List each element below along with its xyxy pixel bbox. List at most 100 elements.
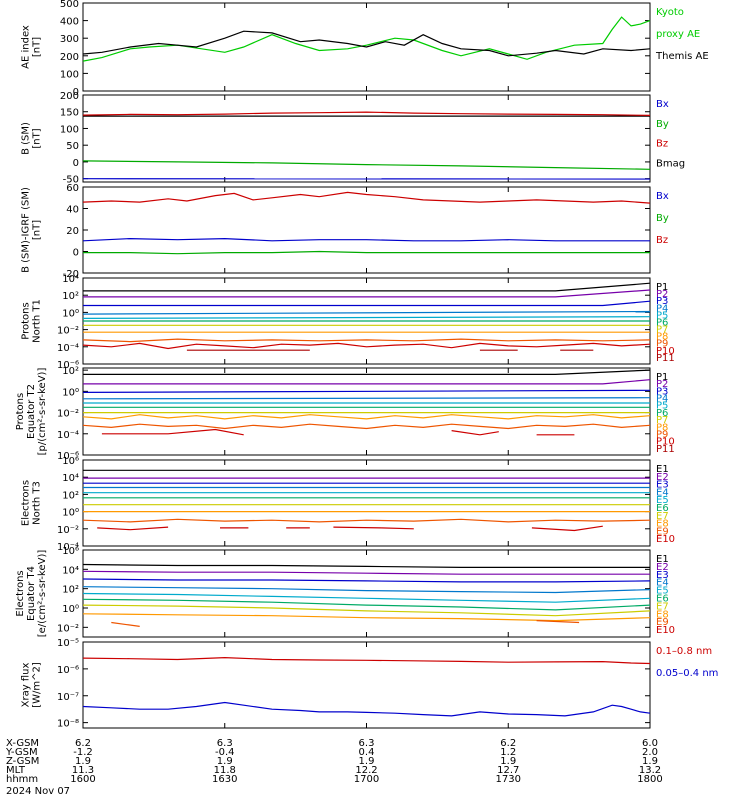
legend-entry: 0.1–0.8 nm (656, 646, 712, 657)
y-tick-label: 10² (62, 366, 79, 377)
y-axis-label: Protons (21, 302, 32, 339)
series-line (82, 518, 651, 523)
legend-entry: P5 (656, 310, 668, 321)
y-tick-label: 10⁻⁴ (57, 542, 79, 553)
series-line (82, 237, 650, 242)
x-axis-value: -1.2 (73, 747, 93, 758)
panel-frame (82, 641, 651, 729)
y-tick-label: 10⁻² (57, 623, 79, 634)
legend-entry: P1 (656, 282, 668, 293)
panel-frame (82, 459, 651, 547)
x-axis-value: 13.2 (639, 765, 661, 776)
y-axis-label: Electrons (15, 570, 26, 616)
y-axis-label: Equator T4 (26, 566, 37, 621)
series-line (83, 369, 651, 375)
legend-entry: P4 (656, 303, 668, 314)
y-tick-label: 200 (60, 91, 79, 102)
y-tick-label: 100 (60, 124, 79, 135)
y-axis-label: Protons (15, 393, 26, 430)
legend-entry: E2 (656, 472, 669, 483)
y-tick-label: 10⁻⁶ (57, 665, 79, 676)
series-line (82, 30, 651, 57)
legend-entry: P11 (656, 353, 675, 364)
y-tick-label: 150 (60, 108, 79, 119)
panel-3: 60 40 20 0 -20 B (SM)-IGRF (SM) [nT] Bx By Bz (21, 183, 669, 280)
series-line (82, 338, 651, 343)
y-tick-label: 10⁴ (62, 473, 79, 484)
series-line (97, 526, 169, 531)
y-tick-label: 10² (62, 490, 79, 501)
legend-entry: By (656, 119, 669, 130)
y-tick-label: 10⁶ (62, 456, 79, 467)
panel-frame (82, 186, 651, 274)
series-line (82, 613, 651, 622)
y-axis-label: AE index (21, 25, 32, 69)
y-axis-label: [W/m^2] (32, 662, 43, 708)
x-axis-value: 1730 (496, 774, 521, 785)
series-line (83, 289, 651, 298)
panel-frame (82, 367, 651, 456)
legend-entry: Bz (656, 139, 668, 150)
legend-entry: Bx (656, 191, 669, 202)
y-tick-label: 10² (62, 291, 79, 302)
series-line (82, 656, 651, 665)
y-axis-label: B (SM)-IGRF (SM) (21, 187, 32, 273)
y-tick-label: 400 (60, 17, 79, 28)
y-tick-label: 0 (73, 158, 79, 169)
y-tick-label: 20 (66, 226, 79, 237)
legend-entry: E4 (656, 487, 669, 498)
y-axis-label: [nT] (32, 37, 43, 57)
x-axis-value: 11.3 (72, 765, 94, 776)
legend-entry: P2 (656, 289, 668, 300)
y-tick-label: 10⁻⁴ (57, 430, 79, 441)
y-tick-label: 10⁰ (62, 508, 79, 519)
series-line (83, 379, 651, 385)
legend-entry: P3 (656, 296, 668, 307)
x-axis-value: 12.2 (355, 765, 377, 776)
y-tick-label: 500 (60, 0, 79, 10)
series-line (82, 310, 651, 315)
y-tick-label: 10⁻² (57, 525, 79, 536)
series-line (82, 316, 651, 319)
legend-entry: P4 (656, 394, 668, 405)
legend-entry: E5 (656, 495, 669, 506)
legend-entry: Themis AE (655, 51, 709, 62)
y-axis-label: North T1 (32, 299, 43, 343)
y-tick-label: 10⁻⁸ (57, 719, 79, 730)
y-tick-label: 10⁰ (62, 308, 79, 319)
series-line (82, 586, 651, 594)
series-line (101, 428, 244, 436)
panel-1: 500 400 300 200 100 0 AE index [nT] Kyoto proxy A… (21, 0, 709, 98)
x-axis-value: 1.9 (642, 756, 658, 767)
y-tick-label: 10⁻⁶ (57, 360, 79, 371)
legend-entry: P5 (656, 401, 668, 412)
y-tick-label: 50 (66, 141, 79, 152)
series-line (82, 423, 651, 430)
legend-entry: Kyoto (656, 7, 684, 18)
y-tick-label: -50 (63, 175, 79, 186)
series-line (531, 525, 603, 532)
panel-2: 200 150 100 50 0 -50 B (SM) [nT] Bx By Bz Bmag (21, 91, 686, 186)
legend-entry: 0.05–0.4 nm (656, 668, 718, 679)
y-tick-label: 10⁻⁶ (57, 451, 79, 462)
series-line (82, 414, 651, 420)
x-axis-value: 1.2 (500, 747, 516, 758)
legend-entry: By (656, 213, 669, 224)
panel-7: 10⁶ 10⁴ 10² 10⁰ 10⁻² Electrons Equator T4 [e/(c… (15, 546, 675, 638)
series-line (83, 300, 651, 307)
legend-entry: Bmag (656, 158, 685, 169)
y-tick-label: 300 (60, 34, 79, 45)
legend-entry: P11 (656, 444, 675, 455)
series-line (82, 342, 651, 350)
y-axis-label: Xray flux (21, 663, 32, 708)
legend-entry: E3 (656, 570, 669, 581)
legend-entry: E4 (656, 578, 669, 589)
y-tick-label: 0 (73, 248, 79, 259)
x-axis-value: 6.3 (359, 738, 375, 749)
y-tick-label: 0 (73, 87, 79, 98)
x-axis-value: 2.0 (642, 747, 658, 758)
y-axis-label: [nT] (32, 128, 43, 148)
x-axis-value: 1700 (354, 774, 379, 785)
series-line (82, 389, 651, 393)
